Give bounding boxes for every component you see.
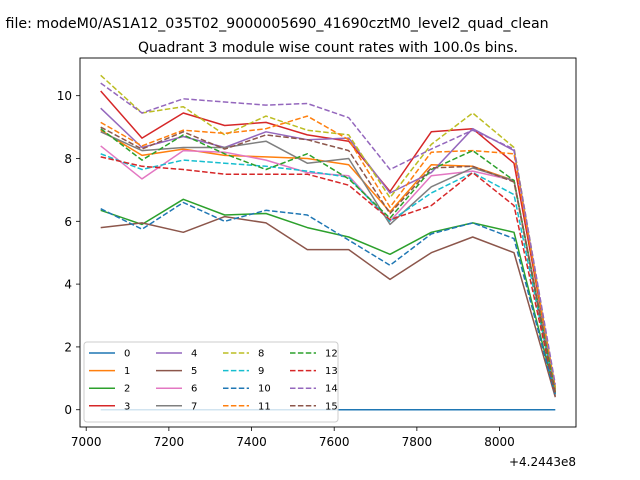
legend-label-3: 3 <box>124 401 130 412</box>
series-line-11 <box>100 115 557 390</box>
legend-label-8: 8 <box>258 349 264 360</box>
x-tick-label: 7200 <box>154 435 185 449</box>
series-line-2 <box>100 198 557 395</box>
series-line-7 <box>100 131 557 395</box>
legend-label-1: 1 <box>124 366 130 377</box>
legend-label-13: 13 <box>325 366 338 377</box>
y-tick-label: 10 <box>57 89 72 103</box>
legend-label-9: 9 <box>258 366 264 377</box>
series-line-15 <box>100 126 557 396</box>
x-axis-offset-label: +4.2443e8 <box>509 455 576 469</box>
y-tick-label: 4 <box>64 278 72 292</box>
x-tick-label: 7000 <box>71 435 102 449</box>
series-line-5 <box>100 215 557 398</box>
x-tick-label: 7400 <box>236 435 267 449</box>
legend-label-6: 6 <box>191 384 197 395</box>
series-line-9 <box>100 153 557 395</box>
legend-label-7: 7 <box>191 401 197 412</box>
series-line-12 <box>100 128 557 393</box>
legend-box <box>83 341 339 423</box>
y-tick-label: 0 <box>64 403 72 417</box>
legend-label-10: 10 <box>258 384 271 395</box>
x-tick-label: 7800 <box>402 435 433 449</box>
y-tick-label: 2 <box>64 340 72 354</box>
legend-label-14: 14 <box>325 384 338 395</box>
x-tick-label: 8000 <box>484 435 515 449</box>
series-line-3 <box>100 90 557 388</box>
x-tick-label: 7600 <box>319 435 350 449</box>
series-line-10 <box>100 201 557 396</box>
series-line-4 <box>100 107 557 390</box>
legend-label-2: 2 <box>124 384 130 395</box>
series-line-8 <box>100 74 557 388</box>
legend-label-11: 11 <box>258 401 271 412</box>
y-tick-label: 6 <box>64 215 72 229</box>
legend-label-0: 0 <box>124 349 130 360</box>
series-line-1 <box>100 129 557 392</box>
y-tick-label: 8 <box>64 152 72 166</box>
series-layer <box>100 74 557 411</box>
legend-label-12: 12 <box>325 349 338 360</box>
legend-label-5: 5 <box>191 366 197 377</box>
series-line-14 <box>100 82 557 385</box>
legend-label-15: 15 <box>325 401 338 412</box>
legend-label-4: 4 <box>191 349 197 360</box>
plot-frame <box>79 57 577 428</box>
chart-title: Quadrant 3 module wise count rates with … <box>138 40 518 56</box>
series-line-13 <box>100 156 557 395</box>
figure-suptitle: n file: modeM0/AS1A12_035T02_9000005690_… <box>0 16 549 32</box>
